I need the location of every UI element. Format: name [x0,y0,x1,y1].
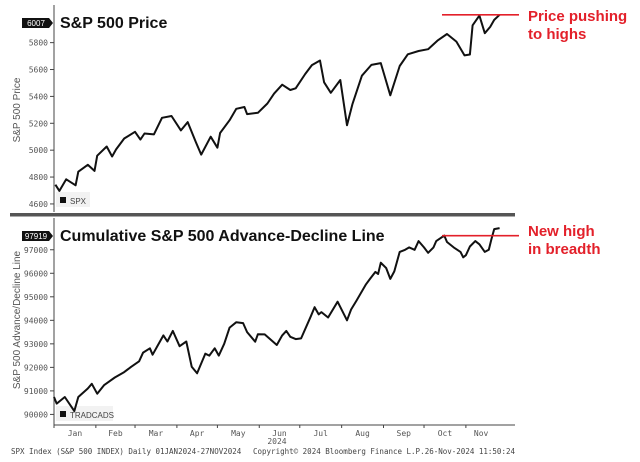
breadth-y-ticks: 90000 91000 92000 93000 94000 95000 96000 97000 [24,246,54,419]
breadth-title: Cumulative S&P 500 Advance-Decline Line [60,228,385,245]
y-tick-label: 96000 [24,269,48,278]
x-tick-label: Aug [355,429,370,438]
footer-copyright: Copyright© 2024 Bloomberg Finance L.P. [253,447,425,456]
breadth-legend [56,406,113,421]
x-tick-label: Jan [68,429,83,438]
y-tick-label: 4600 [29,200,48,209]
breadth-annotation-line1: New high [528,223,595,240]
x-tick-label: Mar [149,429,164,438]
price-panel: 4600 4800 5000 5200 5400 5600 5800 S&P 500 Pri… [12,5,627,212]
breadth-last-value: 97919 [25,232,48,241]
x-tick-label: Jun [272,429,287,438]
y-tick-label: 95000 [24,293,48,302]
breadth-annotation-line2: in breadth [528,241,601,258]
price-last-value-tag [22,18,53,28]
y-tick-label: 94000 [24,316,48,325]
x-tick-label: Apr [190,429,205,438]
price-legend-swatch [60,197,66,203]
price-y-title: S&P 500 Price [12,77,23,142]
x-tick-label: May [231,429,246,438]
price-y-ticks: 4600 4800 5000 5200 5400 5600 5800 [29,39,54,209]
y-tick-label: 5400 [29,92,48,101]
y-tick-label: 91000 [24,387,48,396]
y-tick-label: 97000 [24,246,48,255]
y-tick-label: 5000 [29,146,48,155]
breadth-series-line [53,227,500,413]
y-tick-label: 92000 [24,363,48,372]
footer-left: SPX Index (S&P 500 INDEX) Daily 01JAN202… [11,447,242,456]
price-legend-label: SPX [70,197,87,206]
y-tick-label: 4800 [29,173,48,182]
breadth-legend-label: TRADCADS [70,411,114,420]
panel-separator[interactable] [10,213,515,217]
breadth-legend-swatch [60,411,66,417]
x-tick-label: Nov [474,429,489,438]
footer-timestamp: 26-Nov-2024 11:50:24 [425,447,516,456]
breadth-y-title: S&P 500 Advance/Decline Line [12,250,23,389]
x-tick-label: Jul [313,429,328,438]
x-tick-label: Feb [108,429,123,438]
x-tick-label: Oct [438,429,453,438]
y-tick-label: 5600 [29,66,48,75]
price-series-line [54,14,501,192]
price-last-value: 6007 [27,19,45,28]
price-annotation-line1: Price pushing [528,8,627,25]
x-tick-label: Sep [397,429,412,438]
y-tick-label: 5800 [29,39,48,48]
breadth-panel: 90000 91000 92000 93000 94000 95000 96000 97000… [12,218,601,425]
x-axis-year: 2024 [267,437,286,446]
price-title: S&P 500 Price [60,15,167,32]
y-tick-label: 93000 [24,340,48,349]
breadth-last-value-tag [22,231,53,241]
x-axis-months: Jan Feb Mar Apr May Jun Jul Aug Sep Oct Nov [53,425,489,438]
y-tick-label: 90000 [24,410,48,419]
price-legend [56,192,90,207]
price-annotation-line2: to highs [528,26,586,43]
y-tick-label: 5200 [29,119,48,128]
